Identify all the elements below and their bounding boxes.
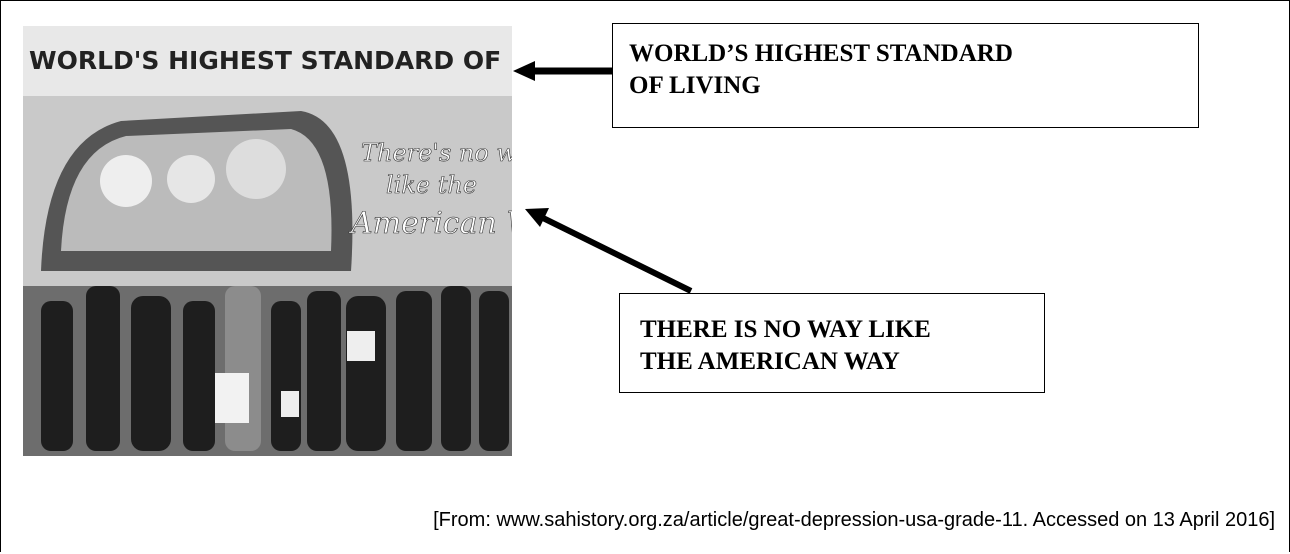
label-line: THERE IS NO WAY LIKE (640, 314, 1044, 346)
slogan-line: There's no way (361, 139, 545, 167)
photo: WORLD'S HIGHEST STANDARD OF LIVING There… (23, 26, 605, 456)
slogan-line: like the (386, 171, 477, 199)
label-line: OF LIVING (629, 70, 1198, 102)
label-line: WORLD’S HIGHEST STANDARD (629, 38, 1198, 70)
label-line: THE AMERICAN WAY (640, 346, 1044, 378)
source-citation: [From: www.sahistory.org.za/article/grea… (433, 509, 1275, 532)
label-box: THERE IS NO WAY LIKE THE AMERICAN WAY (619, 293, 1045, 393)
label-box: WORLD’S HIGHEST STANDARD OF LIVING (612, 23, 1199, 128)
page: WORLD'S HIGHEST STANDARD OF LIVING There… (0, 0, 1290, 552)
